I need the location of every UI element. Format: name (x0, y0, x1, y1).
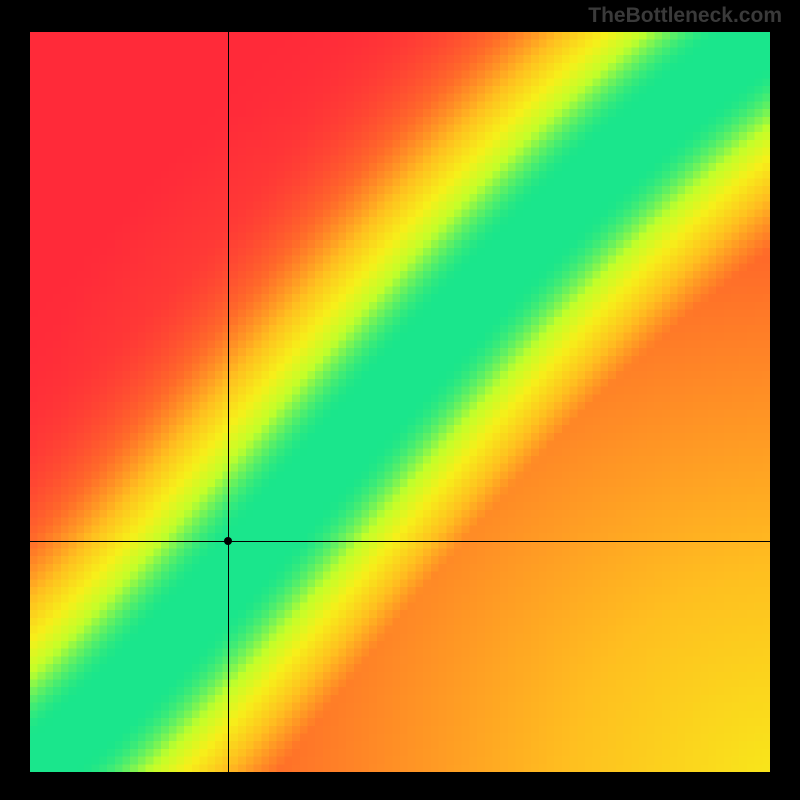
watermark-text: TheBottleneck.com (588, 4, 782, 28)
crosshair-vertical (228, 32, 229, 772)
crosshair-horizontal (30, 541, 770, 542)
crosshair-dot (224, 537, 232, 545)
heatmap-canvas (30, 32, 770, 772)
chart-container: TheBottleneck.com (0, 0, 800, 800)
